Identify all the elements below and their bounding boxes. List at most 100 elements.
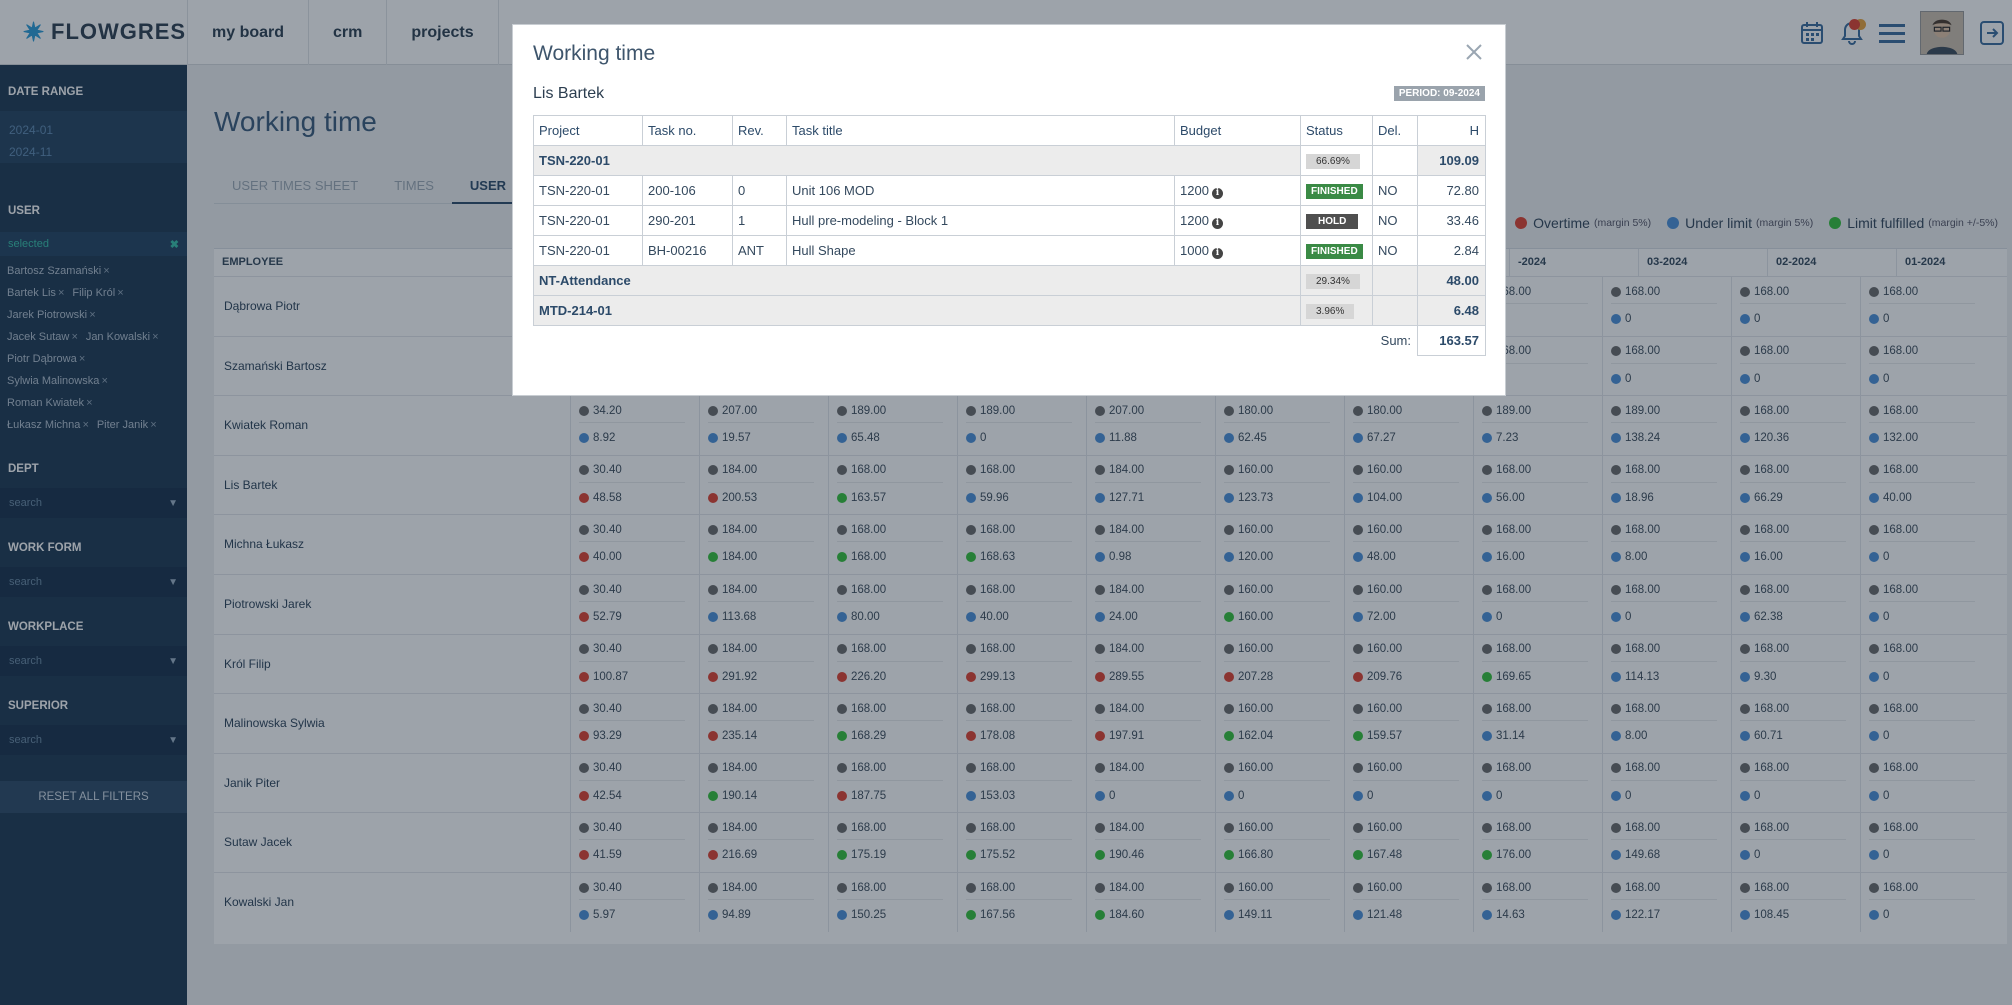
month-cell[interactable]: 168.00 178.08 [957, 694, 1086, 754]
month-column-header[interactable]: 01-2024 [1896, 249, 2007, 276]
month-cell[interactable]: 184.00 200.53 [699, 455, 828, 515]
group-row[interactable]: TSN-220-01 66.69% 109.09 [533, 145, 1486, 176]
month-cell[interactable]: 184.00 216.69 [699, 813, 828, 873]
month-cell[interactable]: 168.00 59.96 [957, 455, 1086, 515]
month-cell[interactable]: 189.00 65.48 [828, 396, 957, 456]
user-chip[interactable]: Piotr Dąbrowa × [7, 353, 86, 365]
month-cell[interactable]: 168.00 0 [1860, 515, 1989, 575]
month-cell[interactable]: 168.00 149.68 [1602, 813, 1731, 873]
month-cell[interactable]: 168.00 40.00 [957, 575, 1086, 634]
month-cell[interactable]: 168.00 0 [1602, 575, 1731, 634]
month-cell[interactable]: 168.00 169.65 [1473, 634, 1602, 694]
month-cell[interactable]: 30.40 93.29 [570, 694, 699, 754]
month-cell[interactable]: 168.00 0 [1860, 813, 1989, 873]
month-cell[interactable]: 160.00 162.04 [1215, 694, 1344, 754]
month-cell[interactable]: 160.00 123.73 [1215, 455, 1344, 515]
table-row[interactable]: Michna Łukasz 30.40 40.00 184.00 184.00 168.0… [214, 514, 2007, 575]
month-cell[interactable]: 168.00 18.96 [1602, 455, 1731, 515]
date-range-picker[interactable]: 2024-01 2024-11 [0, 111, 187, 163]
month-cell[interactable]: 168.00 62.38 [1731, 575, 1860, 634]
month-cell[interactable]: 168.00 56.00 [1473, 455, 1602, 515]
month-cell[interactable]: 168.00 0 [1860, 873, 1989, 932]
month-cell[interactable]: 168.00 0 [1731, 753, 1860, 813]
month-cell[interactable]: 168.00 122.17 [1602, 873, 1731, 932]
month-cell[interactable]: 168.00 175.19 [828, 813, 957, 873]
month-cell[interactable]: 184.00 94.89 [699, 873, 828, 932]
logout-icon[interactable] [1972, 9, 2012, 57]
month-cell[interactable]: 184.00 197.91 [1086, 694, 1215, 754]
month-cell[interactable]: 168.00 0 [1602, 753, 1731, 813]
month-cell[interactable]: 30.40 52.79 [570, 575, 699, 634]
month-cell[interactable]: 160.00 209.76 [1344, 634, 1473, 694]
task-row[interactable]: TSN-220-01 BH-00216 ANT Hull Shape 1000 i… [533, 235, 1486, 266]
month-cell[interactable]: 168.00 8.00 [1602, 515, 1731, 575]
month-cell[interactable]: 168.00 66.29 [1731, 455, 1860, 515]
month-cell[interactable]: 30.40 100.87 [570, 634, 699, 694]
month-cell[interactable]: 168.00 0 [1860, 753, 1989, 813]
month-cell[interactable]: 168.00 8.00 [1602, 694, 1731, 754]
table-row[interactable]: Kowalski Jan 30.40 5.97 184.00 94.89 168.00 15… [214, 872, 2007, 932]
info-icon[interactable]: i [1211, 217, 1223, 229]
month-column-header[interactable]: 03-2024 [1638, 249, 1767, 276]
month-cell[interactable]: 168.00 114.13 [1602, 634, 1731, 694]
work-form-select[interactable]: search ▼ [0, 567, 187, 597]
menu-hamburger-icon[interactable] [1872, 9, 1912, 57]
user-chip[interactable]: Sylwia Malinowska × [7, 375, 108, 387]
user-chip[interactable]: Łukasz Michna × [7, 419, 89, 431]
month-cell[interactable]: 160.00 159.57 [1344, 694, 1473, 754]
month-cell[interactable]: 168.00 132.00 [1860, 396, 1989, 456]
month-cell[interactable]: 168.00 108.45 [1731, 873, 1860, 932]
month-cell[interactable]: 184.00 190.14 [699, 753, 828, 813]
month-cell[interactable]: 207.00 19.57 [699, 396, 828, 456]
month-cell[interactable]: 168.00 168.63 [957, 515, 1086, 575]
tab-times[interactable]: TIMES [394, 178, 434, 193]
month-cell[interactable]: 168.00 0 [1602, 277, 1731, 336]
month-cell[interactable]: 168.00 0 [1473, 575, 1602, 634]
workplace-select[interactable]: search ▼ [0, 646, 187, 676]
month-cell[interactable]: 168.00 168.00 [828, 515, 957, 575]
month-column-header[interactable]: 02-2024 [1767, 249, 1896, 276]
month-cell[interactable]: 168.00 175.52 [957, 813, 1086, 873]
table-row[interactable]: Piotrowski Jarek 30.40 52.79 184.00 113.68 16… [214, 574, 2007, 634]
month-cell[interactable]: 168.00 187.75 [828, 753, 957, 813]
month-cell[interactable]: 184.00 289.55 [1086, 634, 1215, 694]
user-selected-filter[interactable]: selected ✖ [0, 232, 187, 256]
month-cell[interactable]: 184.00 184.60 [1086, 873, 1215, 932]
user-chip[interactable]: Bartek Lis × [7, 287, 65, 299]
month-cell[interactable]: 168.00 0 [1731, 813, 1860, 873]
month-cell[interactable]: 184.00 184.00 [699, 515, 828, 575]
task-row[interactable]: TSN-220-01 290-201 1 Hull pre-modeling -… [533, 205, 1486, 236]
month-cell[interactable]: 168.00 0 [1602, 336, 1731, 396]
nav-my-board[interactable]: my board [187, 0, 308, 65]
month-cell[interactable]: 160.00 120.00 [1215, 515, 1344, 575]
avatar[interactable] [1920, 10, 1964, 55]
table-row[interactable]: Malinowska Sylwia 30.40 93.29 184.00 235.14 1… [214, 693, 2007, 754]
table-row[interactable]: Król Filip 30.40 100.87 184.00 291.92 168.00 2… [214, 633, 2007, 694]
table-row[interactable]: Janik Piter 30.40 42.54 184.00 190.14 168.00 1… [214, 752, 2007, 813]
month-cell[interactable]: 168.00 16.00 [1473, 515, 1602, 575]
month-cell[interactable]: 168.00 60.71 [1731, 694, 1860, 754]
month-cell[interactable]: 168.00 14.63 [1473, 873, 1602, 932]
month-cell[interactable]: 168.00 0 [1860, 277, 1989, 336]
month-cell[interactable]: 160.00 166.80 [1215, 813, 1344, 873]
month-cell[interactable]: 207.00 11.88 [1086, 396, 1215, 456]
month-cell[interactable]: 168.00 226.20 [828, 634, 957, 694]
month-cell[interactable]: 184.00 113.68 [699, 575, 828, 634]
month-cell[interactable]: 30.40 42.54 [570, 753, 699, 813]
month-column-header[interactable]: -2024 [1509, 249, 1638, 276]
month-cell[interactable]: 30.40 40.00 [570, 515, 699, 575]
month-cell[interactable]: 168.00 168.29 [828, 694, 957, 754]
user-chip[interactable]: Filip Król × [72, 287, 124, 299]
user-chip[interactable]: Piter Janik × [96, 419, 157, 431]
tab-user[interactable]: USER [451, 168, 525, 204]
month-cell[interactable]: 184.00 0.98 [1086, 515, 1215, 575]
user-chip[interactable]: Bartosz Szamański × [7, 265, 110, 277]
close-icon[interactable] [1463, 41, 1485, 63]
nav-crm[interactable]: crm [308, 0, 386, 65]
month-cell[interactable]: 184.00 291.92 [699, 634, 828, 694]
user-chip[interactable]: Jarek Piotrowski × [7, 309, 96, 321]
month-cell[interactable]: 168.00 0 [1731, 336, 1860, 396]
month-cell[interactable]: 168.00 176.00 [1473, 813, 1602, 873]
month-cell[interactable]: 168.00 153.03 [957, 753, 1086, 813]
task-row[interactable]: TSN-220-01 200-106 0 Unit 106 MOD 1200 i … [533, 175, 1486, 206]
